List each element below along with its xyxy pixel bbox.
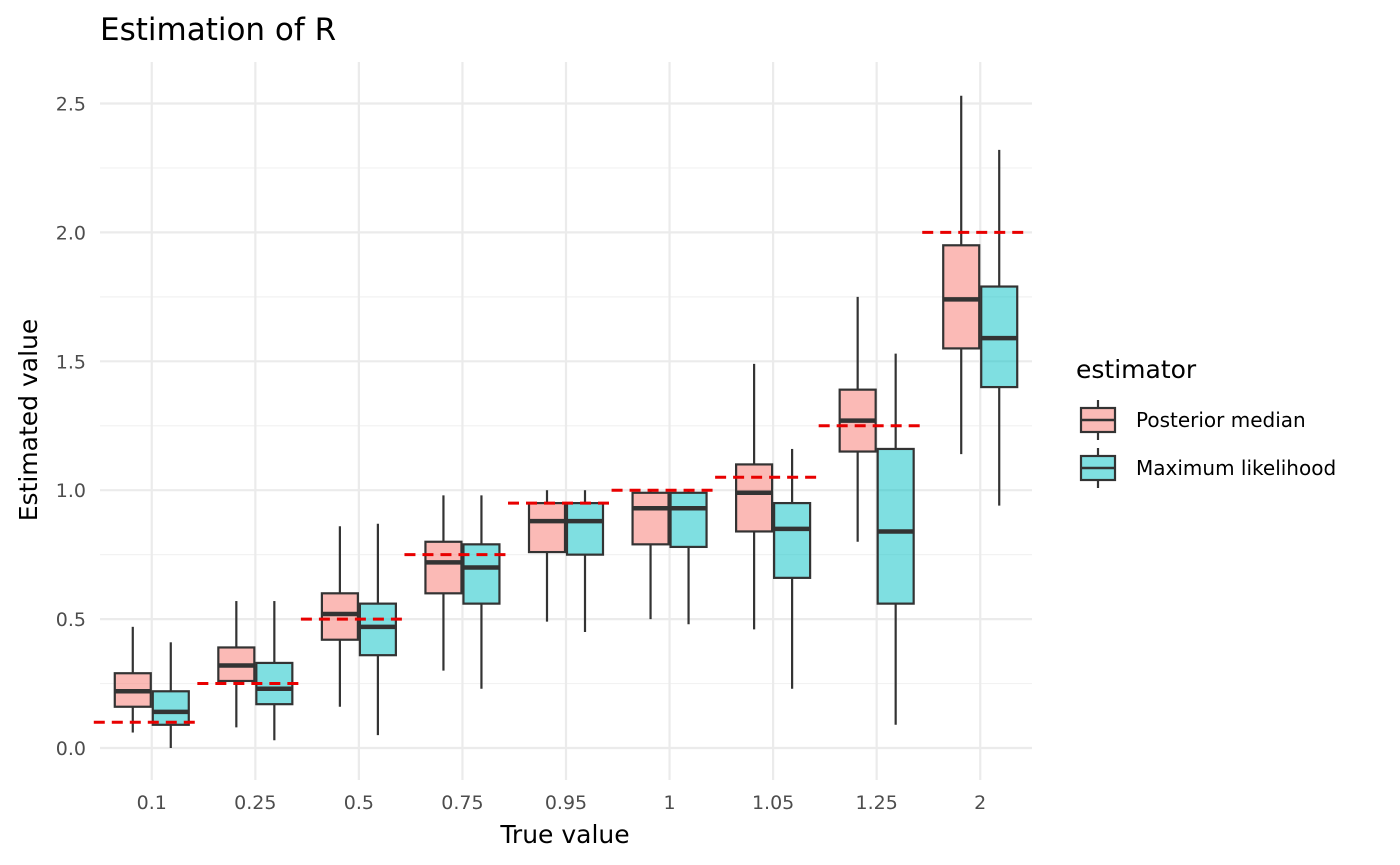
box-posterior-median bbox=[113, 626, 152, 733]
box-maximum-likelihood bbox=[773, 448, 812, 689]
box-body bbox=[631, 491, 670, 546]
x-tick-label: 0.25 bbox=[234, 792, 276, 814]
box-body bbox=[320, 592, 359, 641]
box-body bbox=[151, 690, 190, 726]
box-series bbox=[113, 95, 1019, 748]
box-posterior-median bbox=[735, 363, 774, 630]
box-maximum-likelihood bbox=[255, 601, 294, 741]
x-tick-label: 0.1 bbox=[137, 792, 167, 814]
box-posterior-median bbox=[527, 490, 567, 622]
x-tick-label: 0.95 bbox=[545, 792, 587, 814]
box-body bbox=[358, 602, 397, 657]
x-axis-ticks: 0.1 0.25 0.5 0.75 0.95 1 1.05 1.25 2 bbox=[137, 792, 987, 814]
box-posterior-median bbox=[942, 95, 981, 455]
y-tick-label: 1.5 bbox=[56, 351, 86, 373]
x-tick-label: 1 bbox=[664, 792, 676, 814]
box-maximum-likelihood bbox=[565, 490, 605, 632]
box-maximum-likelihood bbox=[980, 149, 1019, 506]
legend-label: Posterior median bbox=[1136, 408, 1306, 432]
box-posterior-median bbox=[838, 296, 877, 542]
chart-title: Estimation of R bbox=[100, 12, 336, 48]
box-body bbox=[942, 244, 981, 350]
box-maximum-likelihood bbox=[669, 490, 708, 625]
y-tick-label: 1.0 bbox=[56, 480, 86, 502]
box-maximum-likelihood bbox=[876, 353, 915, 725]
y-tick-label: 2.0 bbox=[56, 222, 86, 244]
box-body bbox=[773, 501, 812, 579]
box-posterior-median bbox=[217, 601, 256, 728]
legend-label: Maximum likelihood bbox=[1136, 456, 1336, 480]
y-axis-ticks: 0.0 0.5 1.0 1.5 2.0 2.5 bbox=[56, 94, 86, 761]
box-maximum-likelihood bbox=[462, 495, 501, 689]
x-tick-label: 0.75 bbox=[441, 792, 483, 814]
x-tick-label: 1.05 bbox=[752, 792, 794, 814]
y-tick-label: 0.0 bbox=[56, 738, 86, 760]
legend-item: Maximum likelihood bbox=[1079, 448, 1336, 488]
box-body bbox=[424, 540, 463, 595]
box-body bbox=[669, 491, 708, 549]
y-tick-label: 2.5 bbox=[56, 94, 86, 116]
box-body bbox=[876, 447, 915, 605]
x-tick-label: 2 bbox=[974, 792, 986, 814]
legend-item: Posterior median bbox=[1079, 400, 1306, 440]
box-maximum-likelihood bbox=[151, 642, 190, 748]
legend-title: estimator bbox=[1076, 355, 1197, 384]
y-tick-label: 0.5 bbox=[56, 609, 86, 631]
box-body bbox=[735, 463, 774, 533]
y-axis-title: Estimated value bbox=[14, 319, 43, 522]
box-posterior-median bbox=[631, 490, 670, 620]
x-tick-label: 1.25 bbox=[856, 792, 898, 814]
box-posterior-median bbox=[424, 495, 463, 671]
x-axis-title: True value bbox=[499, 820, 629, 849]
box-body bbox=[527, 501, 567, 554]
box-maximum-likelihood bbox=[358, 523, 397, 736]
box-posterior-median bbox=[320, 526, 359, 707]
box-body bbox=[565, 501, 605, 556]
legend: estimator Posterior median Maximum likeli… bbox=[1076, 355, 1336, 488]
x-tick-label: 0.5 bbox=[344, 792, 374, 814]
